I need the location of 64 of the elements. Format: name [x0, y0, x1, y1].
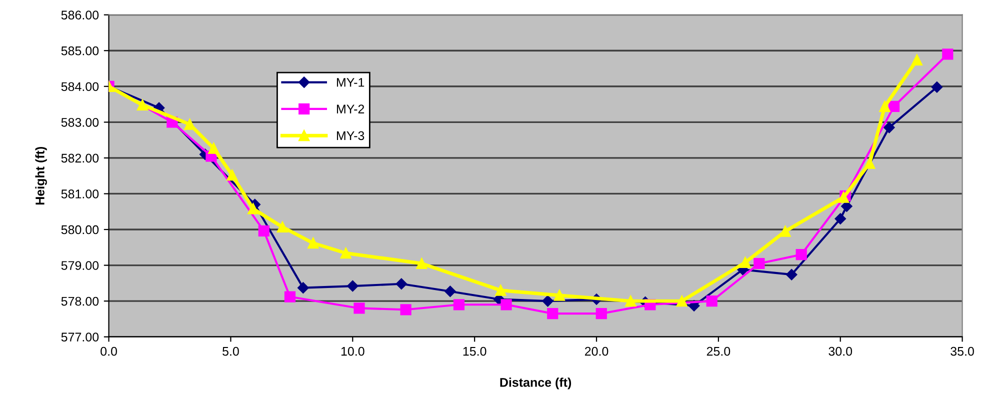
point [676, 296, 688, 307]
point [208, 142, 220, 154]
point [834, 213, 846, 224]
y-tick-label: 582.00 [61, 154, 99, 163]
point [354, 302, 365, 314]
point [298, 282, 309, 294]
point [495, 284, 506, 296]
point [706, 296, 718, 307]
point [184, 118, 196, 130]
y-tick-label: 583.00 [61, 118, 99, 127]
point [596, 308, 607, 320]
point [879, 100, 890, 112]
y-tick-label: 578.00 [61, 296, 99, 306]
legend-label: MY-1 [336, 78, 364, 87]
point [500, 299, 512, 310]
point [888, 100, 900, 112]
point [258, 225, 270, 236]
point [542, 295, 554, 307]
point [754, 258, 765, 270]
point [547, 308, 558, 320]
y-tick-label: 581.00 [61, 190, 99, 198]
point [400, 304, 412, 316]
y-tick-label: 580.00 [61, 225, 99, 234]
point [453, 299, 465, 310]
point [396, 278, 408, 290]
point [864, 158, 876, 169]
point [226, 170, 238, 181]
legend-label: MY-2 [336, 104, 364, 114]
x-tick-label: 20.0 [584, 346, 608, 356]
y-axis-title: Height (ft) [35, 146, 47, 205]
point [942, 48, 954, 60]
point [248, 203, 259, 214]
point [911, 54, 922, 66]
y-tick-label: 584.00 [61, 82, 99, 92]
legend-label: MY-3 [336, 131, 364, 140]
point [136, 99, 148, 111]
point [276, 221, 288, 233]
y-tick-label: 586.00 [61, 10, 99, 20]
point [340, 248, 352, 259]
point [347, 280, 358, 292]
y-tick-label: 577.00 [61, 332, 99, 342]
point [284, 291, 296, 302]
y-tick-label: 585.00 [61, 46, 99, 56]
x-axis-title: Distance (ft) [500, 378, 572, 390]
x-tick-label: 35.0 [950, 346, 974, 356]
point [444, 286, 456, 298]
point [416, 258, 428, 270]
point [786, 268, 798, 280]
point [740, 256, 751, 268]
point [308, 238, 319, 249]
point [796, 248, 807, 260]
point [688, 300, 700, 312]
x-tick-label: 15.0 [463, 346, 486, 356]
x-tick-label: 0.0 [100, 346, 117, 356]
x-tick-label: 10.0 [341, 346, 364, 356]
point [625, 296, 636, 307]
x-tick-label: 30.0 [828, 346, 852, 356]
point [884, 122, 895, 134]
point [780, 226, 791, 237]
point [554, 290, 565, 301]
x-tick-label: 25.0 [706, 346, 730, 356]
y-tick-label: 579.00 [61, 261, 99, 270]
point [931, 82, 943, 93]
x-tick-label: 5.0 [222, 346, 239, 356]
